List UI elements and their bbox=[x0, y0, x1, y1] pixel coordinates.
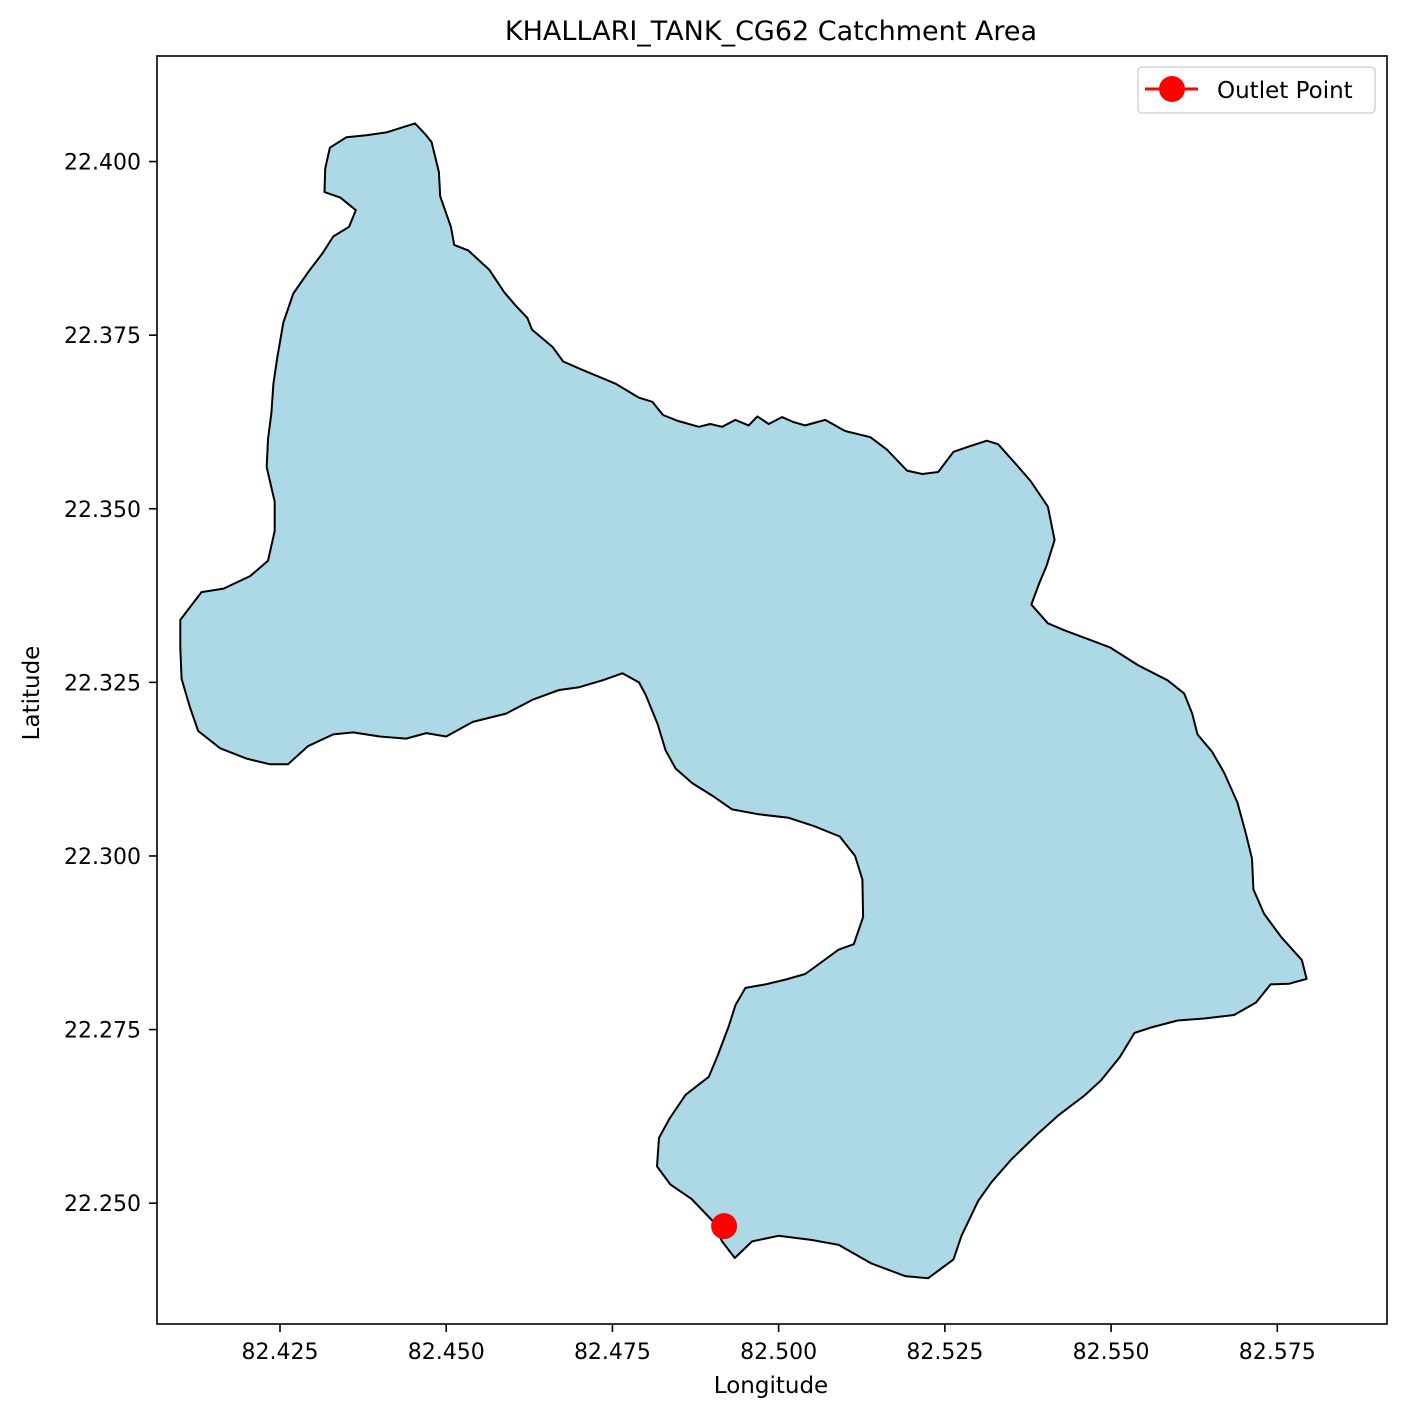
y-tick-label: 22.400 bbox=[64, 151, 141, 176]
x-tick-label: 82.550 bbox=[1073, 1340, 1150, 1365]
legend: Outlet Point bbox=[1137, 66, 1376, 114]
catchment-polygon bbox=[179, 122, 1308, 1280]
x-axis: 82.425 82.450 82.475 82.500 82.525 82.550 82.5… bbox=[242, 1324, 1316, 1365]
x-tick-label: 82.525 bbox=[906, 1340, 983, 1365]
x-tick-label: 82.450 bbox=[408, 1340, 485, 1365]
legend-box bbox=[1137, 66, 1376, 114]
y-tick-label: 22.250 bbox=[64, 1192, 141, 1217]
y-tick-label: 22.325 bbox=[64, 671, 141, 696]
y-axis: 22.250 22.275 22.300 22.325 22.350 22.375 22.4… bbox=[64, 151, 157, 1217]
x-tick-label: 82.425 bbox=[242, 1340, 319, 1365]
x-tick-label: 82.500 bbox=[740, 1340, 817, 1365]
outlet-layer bbox=[711, 1213, 738, 1240]
y-tick-label: 22.375 bbox=[64, 324, 141, 349]
x-tick-label: 82.575 bbox=[1239, 1340, 1316, 1365]
y-axis-title: Latitude bbox=[19, 646, 45, 741]
x-axis-title: Longitude bbox=[714, 1373, 828, 1399]
y-tick-label: 22.300 bbox=[64, 845, 141, 870]
outlet-point-marker bbox=[711, 1213, 738, 1240]
legend-label-outlet-point: Outlet Point bbox=[1217, 78, 1353, 104]
x-tick-label: 82.475 bbox=[574, 1340, 651, 1365]
catchment-layer bbox=[179, 122, 1308, 1280]
y-tick-label: 22.350 bbox=[64, 498, 141, 523]
y-tick-label: 22.275 bbox=[64, 1019, 141, 1044]
legend-marker-sample bbox=[1159, 76, 1185, 102]
map-title: KHALLARI_TANK_CG62 Catchment Area bbox=[505, 16, 1037, 47]
plot-frame bbox=[156, 55, 1388, 1325]
